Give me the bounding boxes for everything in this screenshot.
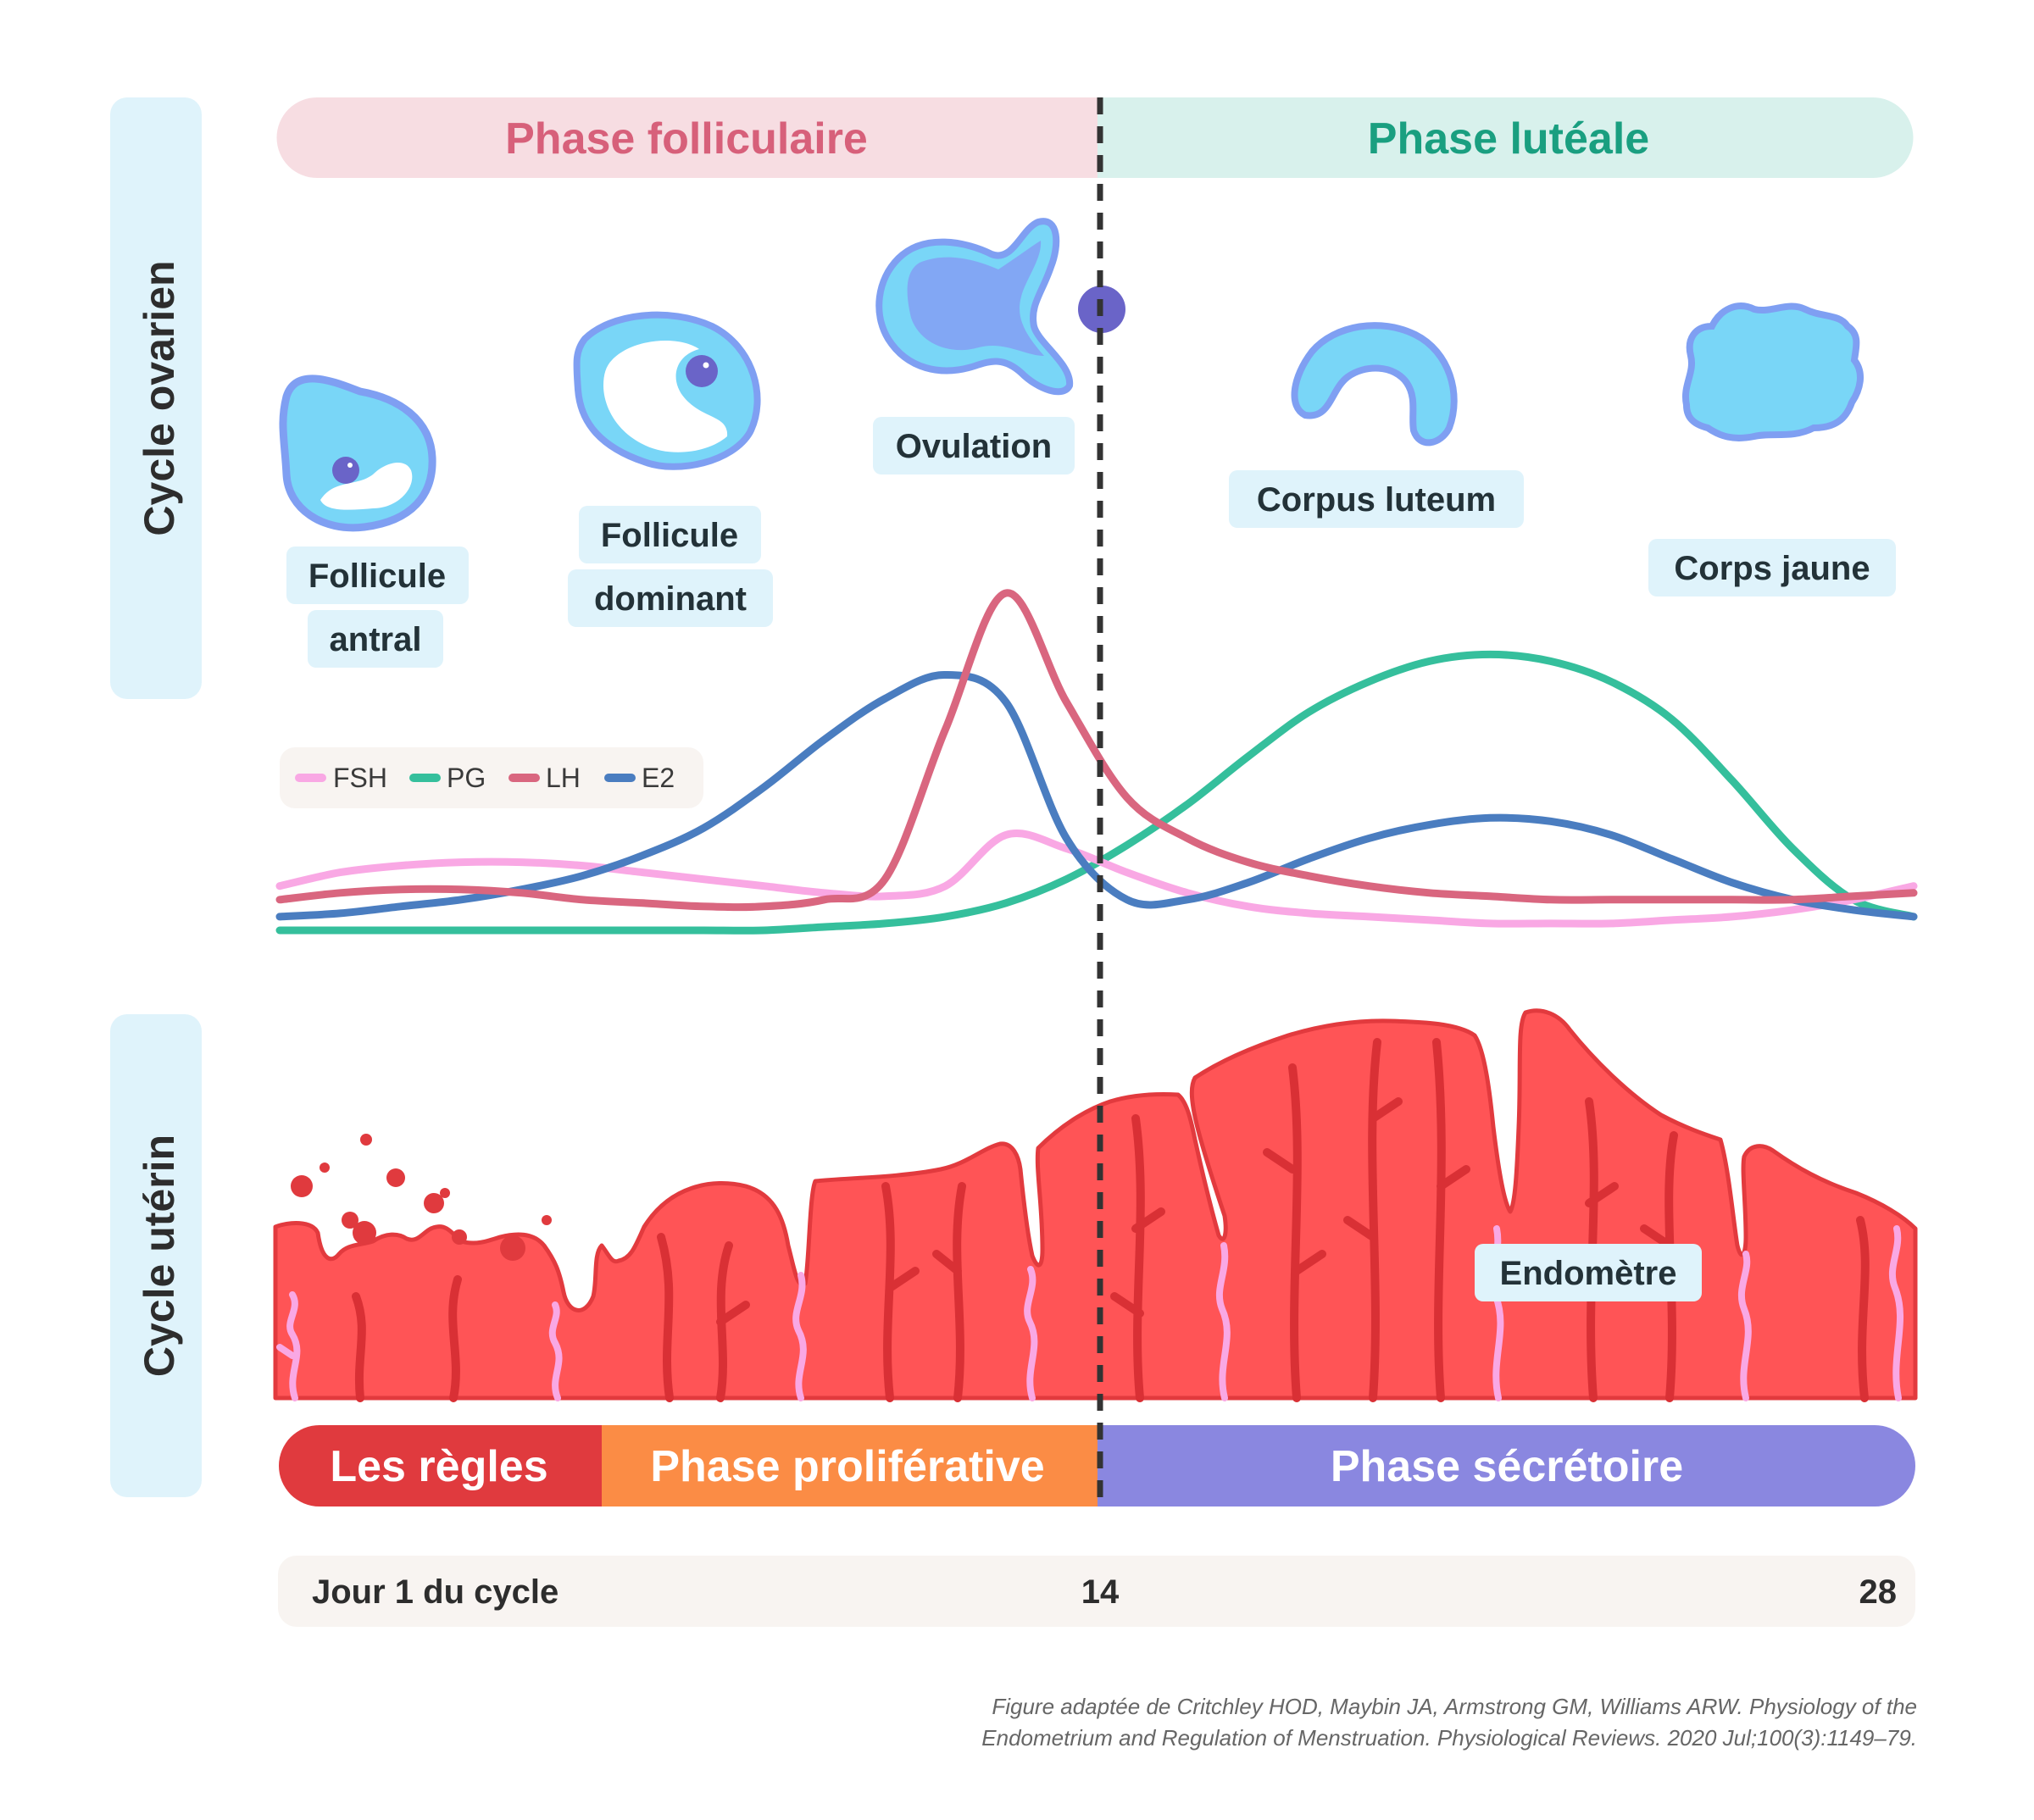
timeline-end-label: 28 [1859,1573,1898,1611]
ovarian-side-label: Cycle ovarien [136,260,183,535]
luteal-phase-label: Phase lutéale [1368,114,1649,164]
stage-label-antral: Follicule antral [286,547,469,668]
follicular-phase-band [276,97,1098,178]
stage-label-corpus-luteum: Corpus luteum [1229,470,1524,528]
series-line-e2 [275,670,1918,921]
menses-segment [279,1425,602,1506]
dominant-follicle-icon [573,311,761,470]
menses-label: Les règles [330,1442,547,1491]
legend-label-e2: E2 [642,763,675,793]
uterine-phase-bar: Les règles Phase proliférative Phase séc… [279,1425,1915,1506]
dominant-label-line2: dominant [594,580,747,618]
legend-item-fsh: FSH [295,763,387,793]
series-line-fsh [275,830,1918,928]
corps-jaune-label: Corps jaune [1674,550,1870,587]
ovulation-label: Ovulation [896,428,1052,465]
timeline-mid-label: 14 [1081,1573,1120,1611]
follicular-phase-label: Phase folliculaire [505,114,868,164]
corps-jaune-icon [1682,302,1864,441]
stage-label-ovulation: Ovulation [873,417,1075,474]
antral-follicle-icon [279,375,436,532]
antral-label-line2: antral [330,621,422,658]
dominant-label-line1: Follicule [601,517,738,554]
ovulation-follicle-icon [875,218,1125,396]
citation: Figure adaptée de Critchley HOD, Maybin … [981,1694,1917,1751]
uterine-side-panel: Cycle utérin [110,1014,202,1497]
series-line-pg [275,650,1918,935]
legend-item-pg: PG [409,763,486,793]
corpus-luteum-icon [1291,322,1458,447]
spiral-arteries [276,1225,1903,1401]
chart-legend: FSH PG LH E2 [280,747,703,808]
ovarian-side-panel: Cycle ovarien [110,97,202,699]
endometrial-glands [352,1038,1870,1402]
corpus-luteum-label: Corpus luteum [1257,481,1496,519]
hormone-line-chart [275,589,1918,935]
antral-label-line1: Follicule [308,558,446,595]
legend-label-lh: LH [546,763,581,793]
endometrium-label-box: Endomètre [1475,1244,1702,1301]
series-line-lh [275,589,1918,912]
legend-item-lh: LH [508,763,581,793]
citation-line2: Endometrium and Regulation of Menstruati… [981,1725,1917,1751]
legend-item-e2: E2 [604,763,675,793]
secretory-segment [1098,1425,1915,1506]
timeline-start-label: Jour 1 du cycle [312,1573,559,1611]
menstrual-blood-drops [291,1134,552,1261]
endometrium-illustration [273,1008,1918,1402]
secretory-label: Phase sécrétoire [1331,1442,1683,1491]
proliferative-label: Phase proliférative [650,1442,1044,1491]
legend-label-pg: PG [447,763,486,793]
luteal-phase-band [1098,97,1914,178]
endometrium-label: Endomètre [1500,1255,1677,1292]
stage-label-dominant: Follicule dominant [568,506,773,627]
uterine-side-label: Cycle utérin [136,1135,183,1377]
stage-label-corps-jaune: Corps jaune [1648,539,1896,596]
citation-line1: Figure adaptée de Critchley HOD, Maybin … [992,1694,1917,1719]
phase-header: Phase folliculaire Phase lutéale [276,97,1914,178]
cycle-day-timeline: Jour 1 du cycle 14 28 [278,1556,1915,1627]
legend-label-fsh: FSH [333,763,387,793]
proliferative-segment [602,1425,1098,1506]
